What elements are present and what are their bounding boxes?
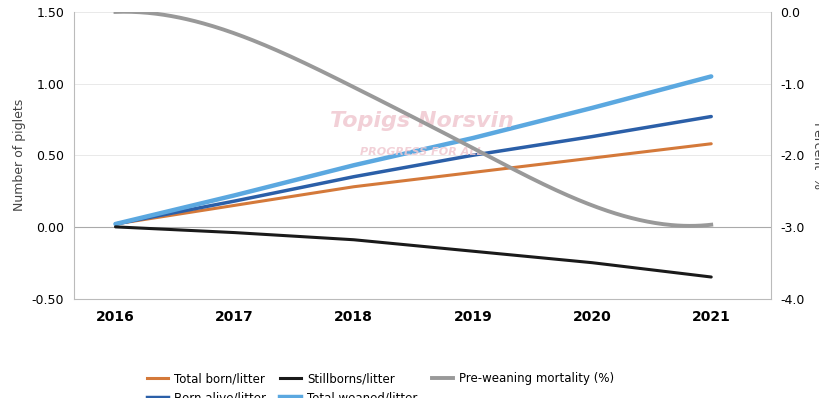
Y-axis label: Number of piglets: Number of piglets bbox=[13, 99, 26, 211]
Text: Topigs Norsvin: Topigs Norsvin bbox=[330, 111, 514, 131]
Text: PROGRESS FOR ALL: PROGRESS FOR ALL bbox=[360, 147, 483, 157]
Legend: Total born/litter, Born alive/litter, Stillborns/litter, Total weaned/litter, Pr: Total born/litter, Born alive/litter, St… bbox=[142, 367, 618, 398]
Y-axis label: Percent  %: Percent % bbox=[810, 122, 819, 189]
